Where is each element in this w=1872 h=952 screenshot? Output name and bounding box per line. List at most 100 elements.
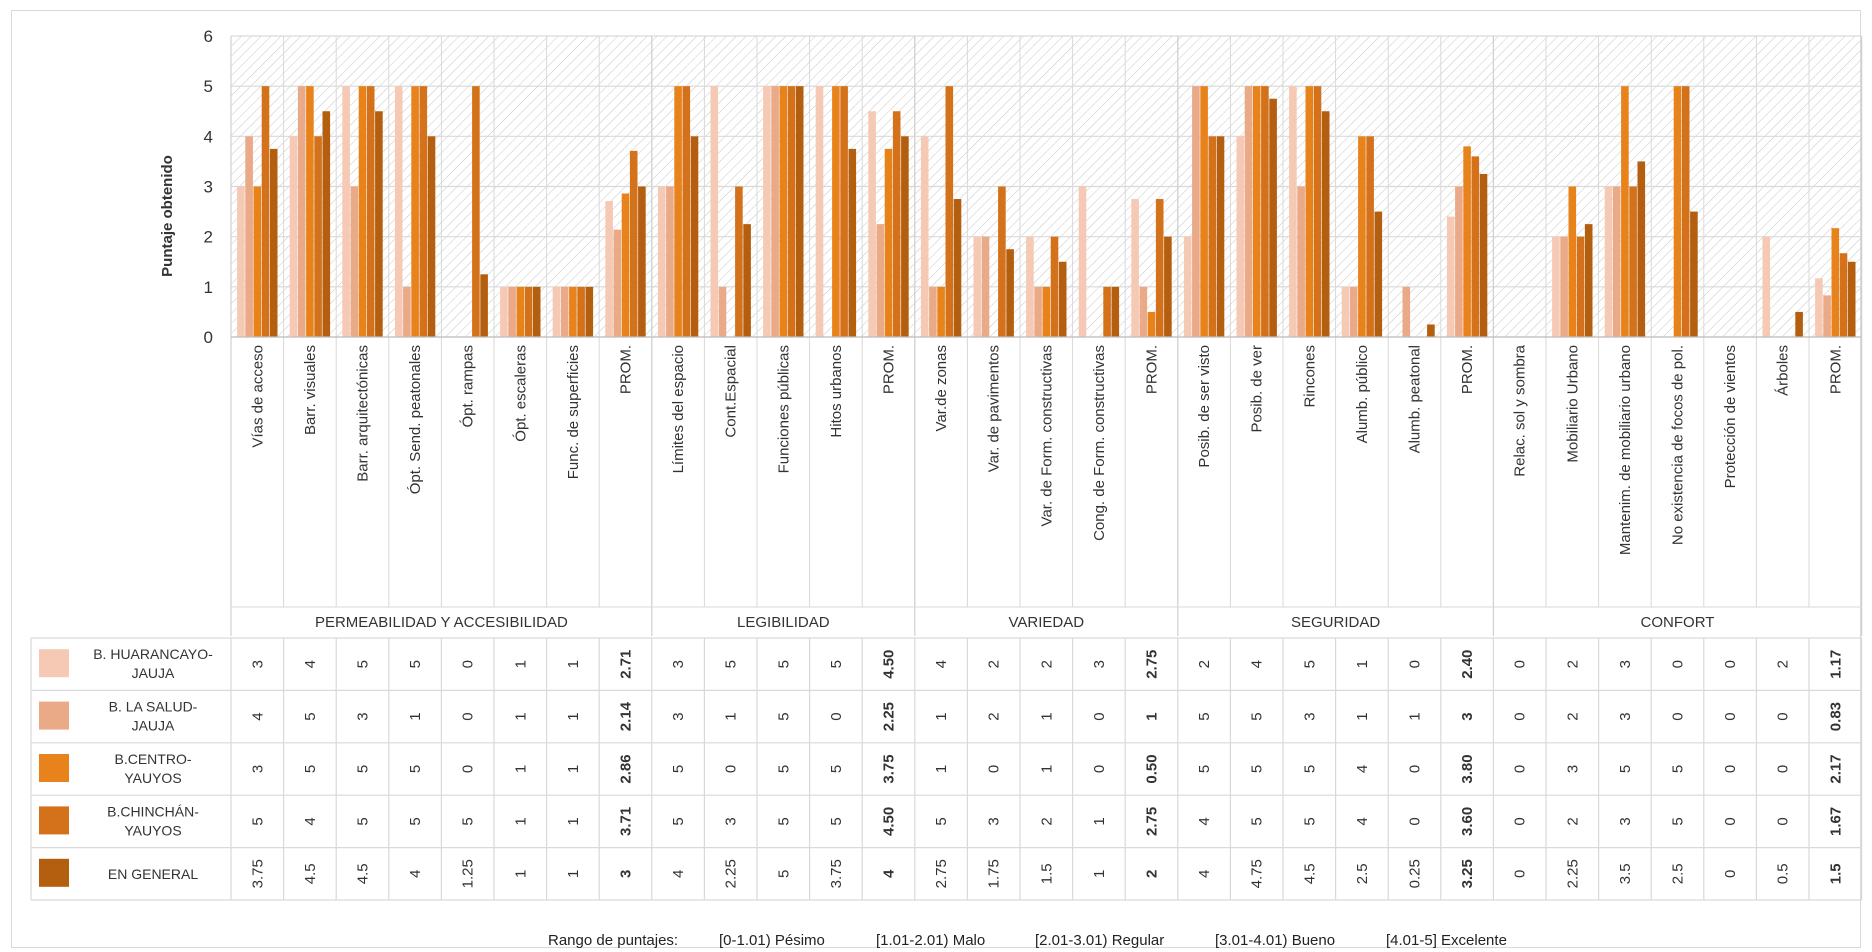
table-cell-value: 2.5 [1670,863,1687,884]
range-pesimo: [0-1.01) Pésimo [719,932,825,949]
table-cell-value: 3 [618,870,635,878]
x-tick-label: Ópt. rampas [460,345,477,428]
table-cell-value: 2.40 [1459,650,1476,679]
bar [929,286,937,337]
table-cell-value: 0 [1512,712,1529,720]
table-cell-value: 4 [302,660,319,668]
legend-swatch [39,754,69,782]
table-cell-value: 1 [1144,712,1161,720]
table-cell-value: 4 [881,869,898,878]
x-tick-label: No existencia de focos de pol. [1670,345,1687,545]
x-tick-label: Alumb. peatonal [1407,345,1424,453]
bar [394,86,403,338]
table-cell-value: 0 [1722,870,1739,878]
table-cell-value: 0 [1512,870,1529,878]
table-cell-value: 2 [1564,660,1581,668]
table-cell-value: 0 [460,765,477,773]
bar [605,201,613,337]
range-excelente: [4.01-5] Excelente [1386,932,1507,949]
bar [787,86,796,338]
x-tick-label: Cong. de Form. constructivas [1091,345,1108,541]
y-tick-label: 0 [204,328,213,347]
x-tick-label: PROM. [1459,345,1476,394]
bar [1568,186,1577,337]
table-cell-value: 2 [1564,712,1581,720]
bar [629,150,638,337]
bar [743,224,751,337]
x-tick-label: PROM. [881,345,898,394]
table-cell-value: 1 [565,870,582,878]
bar [569,286,577,337]
table-cell-value: 1 [512,712,529,720]
bar [1463,146,1471,337]
table-cell-value: 0 [1670,660,1687,668]
bar [1050,236,1059,337]
bar [771,86,779,338]
legend-swatch [39,858,69,887]
table-cell-value: 0 [986,765,1003,773]
table-cell-value: 1 [512,765,529,773]
x-tick-label: Mantenim. de mobiliario urbano [1617,345,1634,555]
legend-label: JAUJA [132,718,175,734]
table-cell-value: 2.75 [1144,807,1161,836]
bar [613,229,622,337]
legend-label: JAUJA [132,665,175,681]
legend-label: B. LA SALUD- [109,699,198,715]
bar [237,186,245,337]
bar [245,136,253,337]
bar [1455,186,1463,337]
bar [1446,216,1455,337]
bar [763,86,771,338]
table-cell-value: 3 [1301,712,1318,720]
table-cell-value: 5 [775,817,792,825]
bar [884,148,893,337]
table-cell-value: 5 [828,660,845,668]
bar [779,86,788,338]
table-cell-value: 5 [1249,765,1266,773]
bar [1042,286,1051,337]
bar [1155,199,1164,337]
table-cell-value: 1.75 [986,859,1003,888]
table-cell-value: 4 [1354,765,1371,773]
bar [868,111,876,337]
bar [1690,211,1698,337]
table-cell-value: 1 [565,712,582,720]
table-cell-value: 3 [1564,765,1581,773]
bar [848,148,857,337]
group-label: PERMEABILIDAD Y ACCESIBILIDAD [315,614,568,631]
table-cell-value: 2 [986,712,1003,720]
bar [552,286,561,337]
table-cell-value: 3 [355,712,372,720]
bar [998,186,1006,337]
table-cell-value: 3 [1091,660,1108,668]
legend-swatch [39,701,69,730]
x-tick-label: Func. de superficies [565,345,582,479]
bar [1297,186,1305,337]
bar [297,86,306,338]
bar [375,111,383,337]
range-malo: [1.01-2.01) Malo [876,932,986,949]
table-cell-value: 3 [1617,712,1634,720]
bar [1289,86,1297,338]
table-cell-value: 5 [249,817,266,825]
bar [876,224,885,337]
table-cell-value: 5 [355,817,372,825]
range-regular: [2.01-3.01) Regular [1035,932,1165,949]
table-cell-value: 0 [1775,817,1792,825]
table-cell-value: 1.67 [1827,807,1844,836]
bar [1147,311,1156,337]
table-cell-value: 5 [407,817,424,825]
table-cell-value: 5 [723,660,740,668]
bar [500,286,508,337]
legend-label: YAUYOS [124,770,181,786]
table-cell-value: 1 [723,712,740,720]
bar [1358,136,1366,337]
bar [953,199,962,337]
table-cell-value: 5 [1249,817,1266,825]
table-cell-value: 0.50 [1144,754,1161,783]
table-cell-value: 5 [302,765,319,773]
table-cell-value: 4 [302,817,319,825]
bar [1078,186,1087,337]
table-cell-value: 2.86 [618,754,635,783]
table-cell-value: 3 [249,765,266,773]
